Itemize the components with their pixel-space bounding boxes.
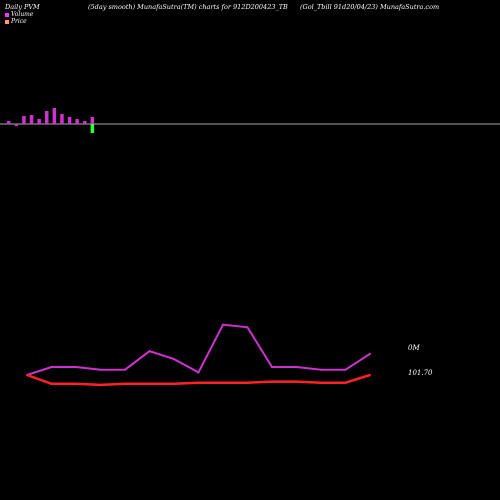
price-point [124,382,126,385]
pvm-value-label: 0M [408,344,420,352]
pvm-point [50,366,53,369]
pvm-point [369,352,371,355]
line-points [26,323,371,386]
volume-bar [14,124,19,126]
price-point [197,381,200,384]
pvm-point [246,326,249,329]
pvm-line [26,323,371,376]
price-point [271,380,273,383]
pvm-point [148,350,151,353]
pvm-point [320,368,322,371]
price-point [148,382,151,385]
price-point [344,381,347,384]
price-point [246,381,249,384]
volume-bar [52,108,57,124]
price-point [50,382,53,385]
price-point [295,380,298,383]
price-point [99,383,102,386]
legend-price-swatch [5,19,9,24]
pvm-point [271,366,273,369]
legend-volume: Volume [5,11,33,18]
pvm-point [344,368,347,371]
volume-bar-down [90,124,95,133]
price-point [222,381,224,384]
volume-bar [75,119,79,124]
pvm-point [173,358,175,361]
price-point [320,381,322,384]
pvm-point [99,368,102,371]
legend-volume-label: Volume [11,11,34,18]
volume-bar [67,117,72,124]
price-point [173,382,175,385]
volume-bar [7,121,11,124]
pvm-point [222,323,224,326]
legend-price-label: Price [11,18,27,25]
volume-bar [29,115,34,124]
volume-bar [37,119,41,124]
price-point [369,374,371,376]
price-point [26,374,28,376]
legend-price: Price [5,18,27,25]
instrument-label: (Gol_Tbill 91d20/04/23) MunafaSutra.com [300,3,440,11]
volume-bars [7,108,95,133]
volume-bar [60,114,64,124]
volume-bar [90,117,95,124]
pvm-point [75,366,77,369]
pvm-point [197,371,200,374]
chart-title: (5day smooth) MunafaSutra(TM) charts for… [88,3,288,11]
pvm-point [124,368,126,371]
volume-bar [45,111,49,124]
volume-bar [83,121,87,124]
price-point [75,382,77,385]
volume-bar [22,116,26,124]
legend-volume-swatch [5,12,9,17]
price-value-label: 101.70 [408,369,433,377]
chart-type-label: Daily PVM [5,3,40,11]
pvm-point [295,366,298,369]
